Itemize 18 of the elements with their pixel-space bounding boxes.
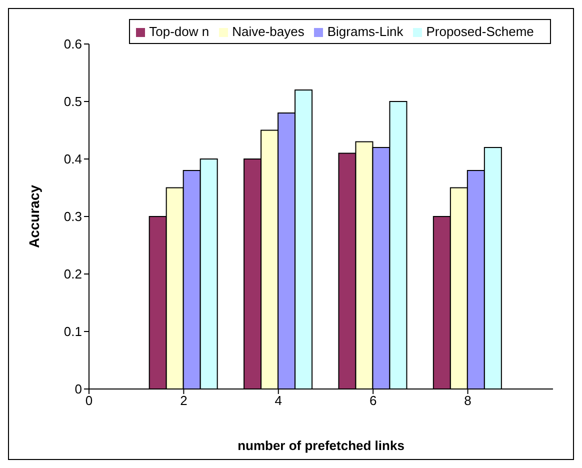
y-tick-label: 0.5 <box>64 94 82 110</box>
x-tick-label: 6 <box>369 393 377 408</box>
y-tick-label: 0.4 <box>64 152 82 167</box>
x-axis-title: number of prefetched links <box>238 438 404 454</box>
x-tick-label: 0 <box>85 393 93 408</box>
x-tick-label: 8 <box>464 393 472 408</box>
x-tick-label: 2 <box>180 393 188 408</box>
legend-label: Naive-bayes <box>232 24 304 39</box>
y-tick-label: 0.2 <box>64 266 82 282</box>
y-tick-label: 0.6 <box>64 36 82 52</box>
legend-label: Top-dow n <box>149 24 210 39</box>
y-tick-label: 0.3 <box>64 209 82 224</box>
y-tick-label: 0.1 <box>64 324 82 340</box>
legend-label: Proposed-Scheme <box>426 24 534 39</box>
y-axis-title: Accuracy <box>26 184 42 248</box>
x-tick-label: 4 <box>274 393 282 408</box>
y-tick-label: 0 <box>74 382 82 397</box>
legend-label: Bigrams-Link <box>327 24 404 39</box>
